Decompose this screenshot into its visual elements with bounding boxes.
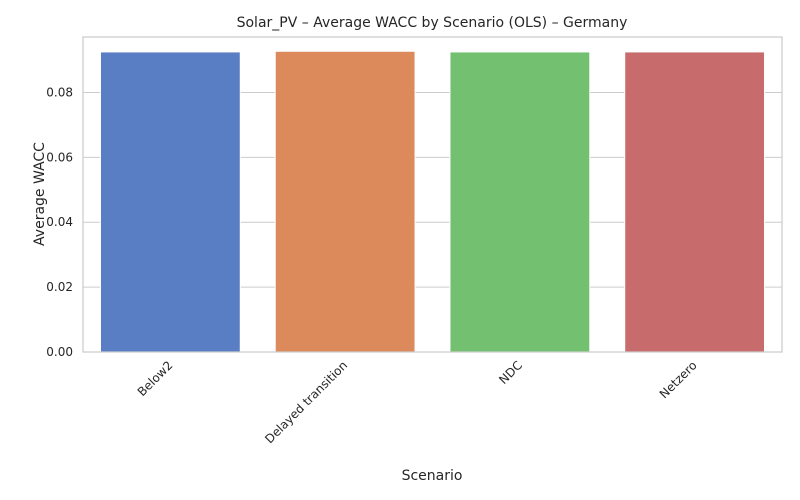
bar <box>274 50 416 353</box>
y-tick-label: 0.08 <box>46 85 73 99</box>
x-tick-label: Below2 <box>135 358 176 399</box>
plot-frame <box>82 36 783 353</box>
y-tick-label: 0.06 <box>46 150 73 164</box>
chart-title: Solar_PV – Average WACC by Scenario (OLS… <box>237 15 628 31</box>
y-tick-label: 0.04 <box>46 215 73 229</box>
y-axis-label: Average WACC <box>32 142 48 246</box>
x-axis-label: Scenario <box>402 468 463 484</box>
x-tick-labels: Below2 Delayed transition NDC Netzero <box>135 358 700 446</box>
y-tick-label: 0.02 <box>46 280 73 294</box>
bar <box>99 51 241 353</box>
x-tick-label: Netzero <box>657 358 700 401</box>
x-tick-label: NDC <box>496 358 525 387</box>
bar <box>624 51 766 353</box>
x-tick-label: Delayed transition <box>262 358 350 446</box>
bars <box>99 50 766 353</box>
y-tick-labels: 0.00 0.02 0.04 0.06 0.08 <box>46 85 73 359</box>
bar <box>449 51 591 353</box>
y-tick-label: 0.00 <box>46 345 73 359</box>
